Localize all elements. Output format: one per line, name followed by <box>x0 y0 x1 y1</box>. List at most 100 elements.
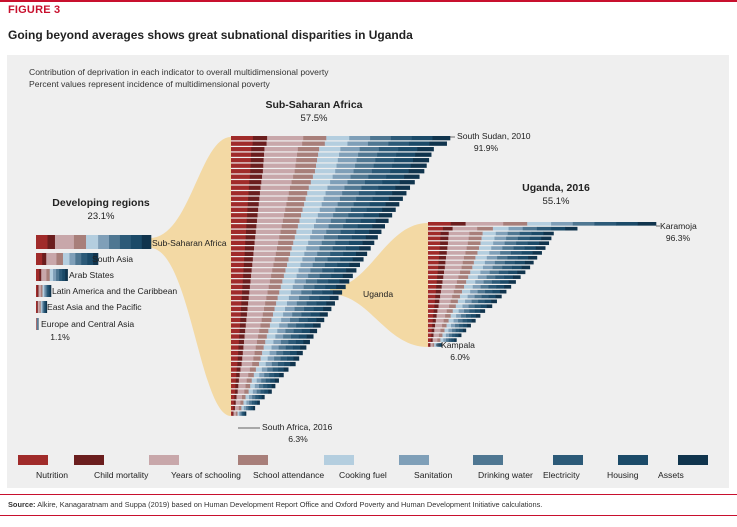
bar-uganda-6-seg-9 <box>524 246 537 250</box>
bar-developing-3-seg-7 <box>56 269 60 281</box>
bar-ssa-35-seg-8 <box>296 323 306 328</box>
bar-uganda-6-seg-4 <box>466 246 480 250</box>
bar-ssa-6-seg-9 <box>392 163 412 168</box>
bar-uganda-14-seg-8 <box>488 285 497 289</box>
legend-swatch-assets <box>678 455 708 465</box>
bar-ssa-48-seg-7 <box>252 394 256 400</box>
bar-uganda-16-seg-9 <box>488 294 496 299</box>
bar-ssa-2-seg-9 <box>408 141 430 146</box>
bar-ssa-44-seg-5 <box>253 372 260 378</box>
bar-ssa-24-seg-1 <box>231 262 245 268</box>
bar-uganda-26-seg-10 <box>441 343 443 347</box>
bar-ssa-25-seg-9 <box>334 268 347 273</box>
bar-ssa-49-seg-5 <box>243 400 247 405</box>
bar-uganda-18-seg-5 <box>455 304 463 309</box>
bar-ssa-21-seg-2 <box>244 246 255 251</box>
bar-ssa-50-seg-2 <box>233 405 236 411</box>
bar-ssa-3-seg-7 <box>359 147 380 152</box>
bar-ssa-22-seg-7 <box>317 251 331 257</box>
bar-ssa-51-seg-4 <box>235 411 238 416</box>
bar-ssa-27-seg-4 <box>269 279 283 284</box>
bar-ssa-3-seg-10 <box>417 147 434 152</box>
bar-ssa-43-seg-8 <box>272 367 279 372</box>
bar-ssa-7-seg-10 <box>408 169 425 174</box>
bar-ssa-22-seg-1 <box>231 251 245 257</box>
bar-ssa-12-seg-1 <box>231 196 249 201</box>
bar-ssa-28-seg-2 <box>242 284 251 290</box>
bar-uganda-22-seg-4 <box>442 323 447 328</box>
bar-ssa-6-seg-4 <box>295 163 317 168</box>
bar-ssa-30-seg-9 <box>319 295 330 301</box>
bar-developing-5-seg-5 <box>40 301 43 313</box>
bar-ssa-29-seg-4 <box>267 290 280 295</box>
bar-uganda-19-seg-4 <box>446 309 454 313</box>
bar-uganda-25-seg-6 <box>443 338 447 342</box>
bar-ssa-45-seg-2 <box>235 378 240 383</box>
bar-uganda-1-seg-5 <box>527 222 552 226</box>
bar-ssa-38-seg-7 <box>280 339 289 345</box>
bar-developing-3-seg-8 <box>59 269 63 281</box>
bar-uganda-18-seg-7 <box>468 304 475 309</box>
bar-ssa-48-seg-8 <box>255 394 259 400</box>
bar-ssa-15-seg-9 <box>363 213 380 218</box>
bar-ssa-18-seg-1 <box>231 229 247 234</box>
bar-ssa-36-seg-7 <box>285 328 294 334</box>
bar-uganda-16-seg-1 <box>428 294 436 299</box>
bar-ssa-10-seg-3 <box>260 185 291 190</box>
bar-ssa-5-seg-2 <box>250 158 264 163</box>
bar-uganda-20-seg-1 <box>428 314 434 318</box>
bar-ssa-25-seg-10 <box>346 268 357 273</box>
bar-uganda-11-seg-6 <box>480 270 490 275</box>
bar-ssa-42-seg-1 <box>231 361 238 367</box>
legend-label-electricity: Electricity <box>543 470 580 480</box>
bar-ssa-2-seg-2 <box>252 141 267 146</box>
bar-uganda-10-seg-3 <box>444 265 462 270</box>
bar-uganda-11-seg-3 <box>444 270 461 275</box>
bar-ssa-36-seg-9 <box>301 328 311 334</box>
bar-ssa-10-seg-5 <box>308 185 328 190</box>
bar-ssa-5-seg-9 <box>394 158 414 163</box>
bar-ssa-5-seg-4 <box>296 158 318 163</box>
bar-ssa-17-seg-6 <box>314 224 329 229</box>
legend-swatch-child-mortality <box>74 455 104 465</box>
bar-uganda-6-seg-2 <box>439 246 448 250</box>
bar-ssa-8-seg-8 <box>368 174 387 179</box>
bar-ssa-39-seg-2 <box>238 345 244 350</box>
ssa-value: 57.5% <box>300 113 328 124</box>
bar-ssa-32-seg-9 <box>313 306 324 312</box>
bar-ssa-20-seg-10 <box>362 240 375 245</box>
bar-ssa-35-seg-3 <box>245 323 261 328</box>
bar-ssa-34-seg-10 <box>316 317 325 323</box>
bar-uganda-24-seg-7 <box>449 333 453 338</box>
bar-uganda-8-seg-7 <box>497 255 508 260</box>
bar-uganda-2-seg-10 <box>565 226 578 231</box>
bar-ssa-50-seg-7 <box>246 405 249 411</box>
bar-ssa-37-seg-4 <box>258 334 268 339</box>
bar-ssa-38-seg-9 <box>295 339 304 345</box>
bar-uganda-24-seg-3 <box>433 333 440 338</box>
bar-uganda-9-seg-6 <box>484 260 496 265</box>
bar-ssa-11-seg-2 <box>248 191 261 196</box>
bar-ssa-49-seg-6 <box>246 400 250 405</box>
bar-uganda-23-seg-9 <box>459 328 464 333</box>
bar-ssa-29-seg-5 <box>279 290 292 295</box>
uganda-top-value: 96.3% <box>665 233 691 243</box>
bar-uganda-2-seg-2 <box>442 226 453 231</box>
bar-uganda-16-seg-8 <box>481 294 489 299</box>
bar-ssa-4-seg-5 <box>318 152 340 157</box>
bar-uganda-7-seg-9 <box>521 251 533 255</box>
bar-ssa-4-seg-7 <box>358 152 378 157</box>
bar-ssa-5-seg-5 <box>317 158 339 163</box>
bar-uganda-11-seg-7 <box>489 270 500 275</box>
bar-ssa-12-seg-3 <box>259 196 288 201</box>
bar-ssa-11-seg-9 <box>375 191 393 196</box>
bar-ssa-41-seg-7 <box>274 356 281 361</box>
bar-developing-4-seg-4 <box>40 285 43 297</box>
bar-ssa-39-seg-6 <box>271 345 279 350</box>
bar-ssa-24-seg-5 <box>286 262 301 268</box>
bar-uganda-3-seg-4 <box>469 231 483 236</box>
bar-ssa-40-seg-6 <box>269 350 277 356</box>
bar-uganda-19-seg-1 <box>428 309 434 313</box>
bar-uganda-12-seg-3 <box>443 275 459 279</box>
